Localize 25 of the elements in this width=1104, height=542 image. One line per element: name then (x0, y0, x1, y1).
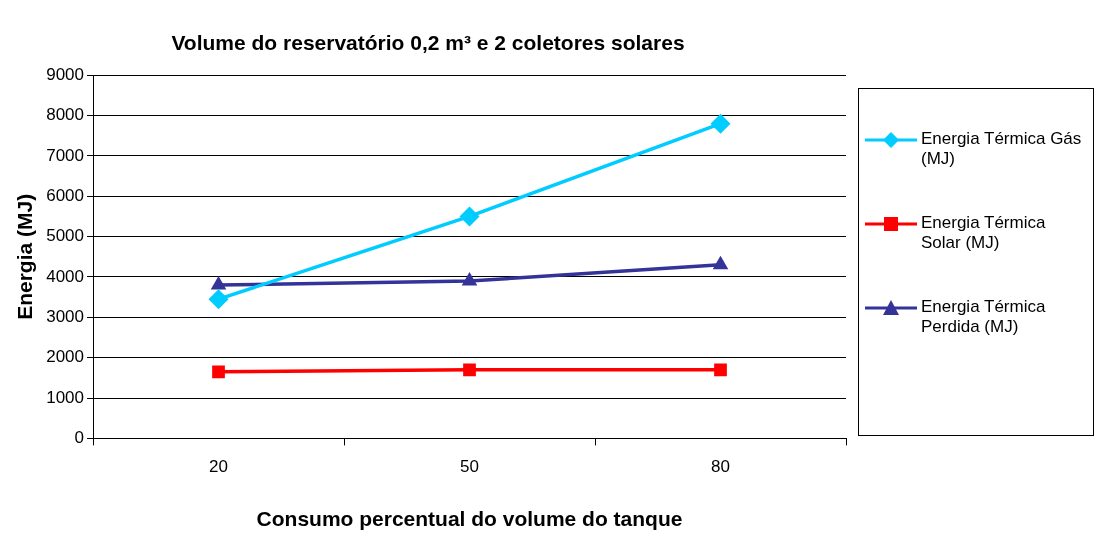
y-tick-label: 2000 (46, 347, 85, 367)
y-tick-label: 8000 (46, 105, 85, 125)
y-tick-label: 4000 (46, 266, 85, 286)
legend-label: Energia Térmica Gás (MJ) (921, 129, 1083, 169)
point (714, 363, 727, 377)
y-tick-label: 6000 (46, 185, 85, 205)
point (463, 363, 476, 377)
x-axis-title: Consumo percentual do volume do tanque (256, 507, 683, 531)
x-tick-label: 80 (711, 457, 730, 477)
point (208, 289, 229, 310)
y-tick-label: 5000 (46, 226, 85, 246)
legend-label: Energia Térmica Perdida (MJ) (921, 297, 1047, 337)
point (212, 365, 225, 379)
y-tick-label: 3000 (46, 307, 85, 327)
y-axis-title: Energia (MJ) (13, 193, 37, 320)
x-tick-label: 50 (460, 457, 479, 477)
x-tick-label: 20 (209, 457, 228, 477)
y-tick-label: 0 (74, 428, 85, 448)
y-tick-label: 7000 (46, 145, 85, 165)
y-tick-label: 1000 (46, 387, 85, 407)
chart-title: Volume do reservatório 0,2 m³ e 2 coletores solares (171, 31, 685, 55)
y-tick-label: 9000 (46, 64, 85, 84)
point (459, 206, 480, 227)
legend-label: Energia Térmica Solar (MJ) (921, 213, 1047, 253)
point (710, 113, 731, 134)
